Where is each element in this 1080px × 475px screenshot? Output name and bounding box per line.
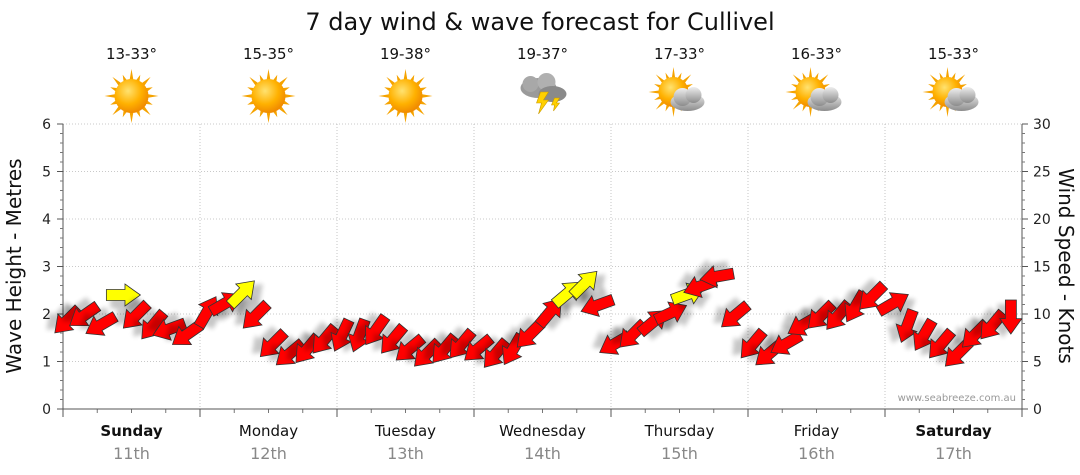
sun-icon (104, 69, 159, 123)
day-name-label: Monday (239, 422, 298, 440)
day-date-label: 12th (250, 444, 287, 463)
right-tick-label: 30 (1033, 117, 1051, 133)
day-labels: Sunday 11th Monday 12th Tuesday 13th Wednesday… (100, 422, 992, 463)
left-tick-label: 2 (42, 307, 51, 323)
temperature-label: 15-35° (243, 45, 294, 63)
sun-icon (241, 69, 296, 123)
temperature-label: 19-37° (517, 45, 568, 63)
partly-cloudy-icon (648, 67, 705, 117)
wind-arrow-series (46, 258, 1023, 368)
left-tick-label: 0 (42, 402, 51, 418)
day-name-label: Sunday (100, 422, 163, 440)
wind-arrow (574, 288, 616, 318)
chart-grid (62, 123, 1023, 417)
temperature-label: 17-33° (654, 45, 705, 63)
day-name-label: Wednesday (499, 422, 586, 440)
left-axis-title: Wave Height - Metres (2, 158, 26, 373)
temperature-row: 13-33° 15-35° 19-38° 19-37° 17-33° 16-33° 15-3… (106, 45, 979, 63)
day-date-label: 11th (113, 444, 150, 463)
left-tick-label: 6 (42, 117, 51, 133)
right-tick-label: 10 (1033, 307, 1051, 323)
temperature-label: 16-33° (791, 45, 842, 63)
left-tick-label: 3 (42, 260, 51, 276)
wind-arrow (713, 297, 752, 328)
partly-cloudy-icon (785, 67, 842, 117)
wind-arrow (225, 280, 263, 312)
day-date-label: 14th (524, 444, 561, 463)
day-name-label: Friday (794, 422, 840, 440)
wind-arrow (991, 299, 1023, 338)
right-tick-label: 15 (1033, 260, 1051, 276)
wind-arrow (694, 258, 735, 289)
day-name-label: Saturday (915, 422, 992, 440)
partly-cloudy-icon (922, 67, 979, 117)
wind-arrow (763, 325, 804, 355)
day-date-label: 16th (798, 444, 835, 463)
left-tick-label: 1 (42, 355, 51, 371)
day-name-label: Thursday (644, 422, 715, 440)
wind-arrow (234, 297, 272, 329)
wind-arrow (652, 301, 694, 331)
left-tick-label: 5 (42, 165, 51, 181)
storm-icon (520, 73, 567, 115)
day-date-label: 13th (387, 444, 424, 463)
right-tick-label: 25 (1033, 165, 1051, 181)
wind-arrow (534, 298, 571, 331)
temperature-label: 13-33° (106, 45, 157, 63)
day-date-label: 17th (935, 444, 972, 463)
day-date-label: 15th (661, 444, 698, 463)
right-axis-ticks: 0 5 10 15 20 25 30 (1022, 117, 1051, 418)
right-tick-label: 5 (1033, 355, 1042, 371)
left-tick-label: 4 (42, 212, 51, 228)
right-tick-label: 20 (1033, 212, 1051, 228)
right-axis-title: Wind Speed - Knots (1054, 168, 1078, 364)
chart-title: 7 day wind & wave forecast for Cullivel (305, 8, 774, 36)
right-tick-label: 0 (1033, 402, 1042, 418)
temperature-label: 15-33° (928, 45, 979, 63)
temperature-label: 19-38° (380, 45, 431, 63)
day-name-label: Tuesday (374, 422, 436, 440)
sun-icon (378, 69, 433, 123)
wind-arrow (78, 306, 119, 336)
weather-icon-row (104, 67, 979, 123)
credit-text: www.seabreeze.com.au (898, 393, 1016, 404)
left-axis-ticks: 0 1 2 3 4 5 6 (42, 117, 63, 418)
